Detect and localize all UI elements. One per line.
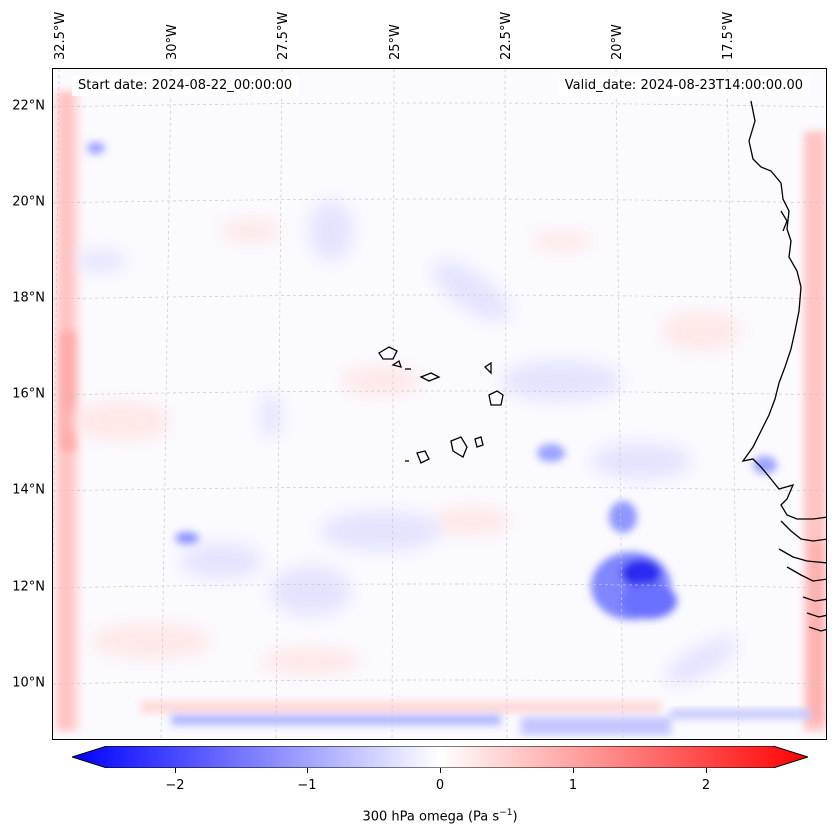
colorbar-gradient	[72, 746, 808, 768]
lon-label: 32.5°W	[53, 11, 68, 60]
coastline	[378, 100, 826, 632]
colorbar-tick	[706, 768, 707, 773]
colorbar-tick-label: −2	[165, 778, 185, 793]
lat-label: 14°N	[12, 482, 45, 498]
positive-patches	[71, 219, 741, 675]
colorbar-tick-label: 2	[701, 778, 711, 793]
lon-label: 27.5°W	[276, 11, 291, 60]
lon-label: 25°W	[388, 24, 403, 60]
lon-label: 30°W	[165, 24, 180, 60]
lat-label: 12°N	[12, 579, 45, 595]
lat-label: 10°N	[12, 675, 45, 691]
omega-field	[53, 69, 826, 739]
colorbar-label-exponent: −1	[499, 808, 513, 818]
boundary-positive-bands	[55, 91, 826, 731]
colorbar-tick-label: −1	[297, 778, 317, 793]
colorbar-tick	[440, 768, 441, 773]
lat-label: 22°N	[12, 98, 45, 114]
colorbar-tick-label: 1	[568, 778, 578, 793]
colorbar-tick	[573, 768, 574, 773]
lat-label: 20°N	[12, 194, 45, 210]
graticule	[53, 69, 826, 739]
lat-label: 18°N	[12, 290, 45, 306]
colorbar-tick	[307, 768, 308, 773]
colorbar-label: 300 hPa omega (Pa s−1)	[362, 808, 517, 824]
africa-coastline	[741, 100, 826, 520]
colorbar-tick	[175, 768, 176, 773]
lat-label: 16°N	[12, 386, 45, 402]
bottom-negative-band	[171, 709, 811, 735]
negative-cells	[87, 142, 777, 620]
lon-label: 20°W	[610, 24, 625, 60]
colorbar-tick-label: 0	[435, 778, 445, 793]
map-panel	[52, 68, 827, 740]
colorbar-label-main: 300 hPa omega (Pa s	[362, 809, 500, 825]
colorbar	[72, 746, 808, 768]
start-date-label: Start date: 2024-08-22_00:00:00	[72, 76, 299, 96]
negative-patches	[76, 201, 737, 685]
valid-date-label: Valid_date: 2024-08-23T14:00:00.00	[558, 76, 809, 96]
colorbar-label-end: )	[512, 809, 518, 825]
lon-label: 17.5°W	[721, 11, 736, 60]
lon-label: 22.5°W	[499, 11, 514, 60]
